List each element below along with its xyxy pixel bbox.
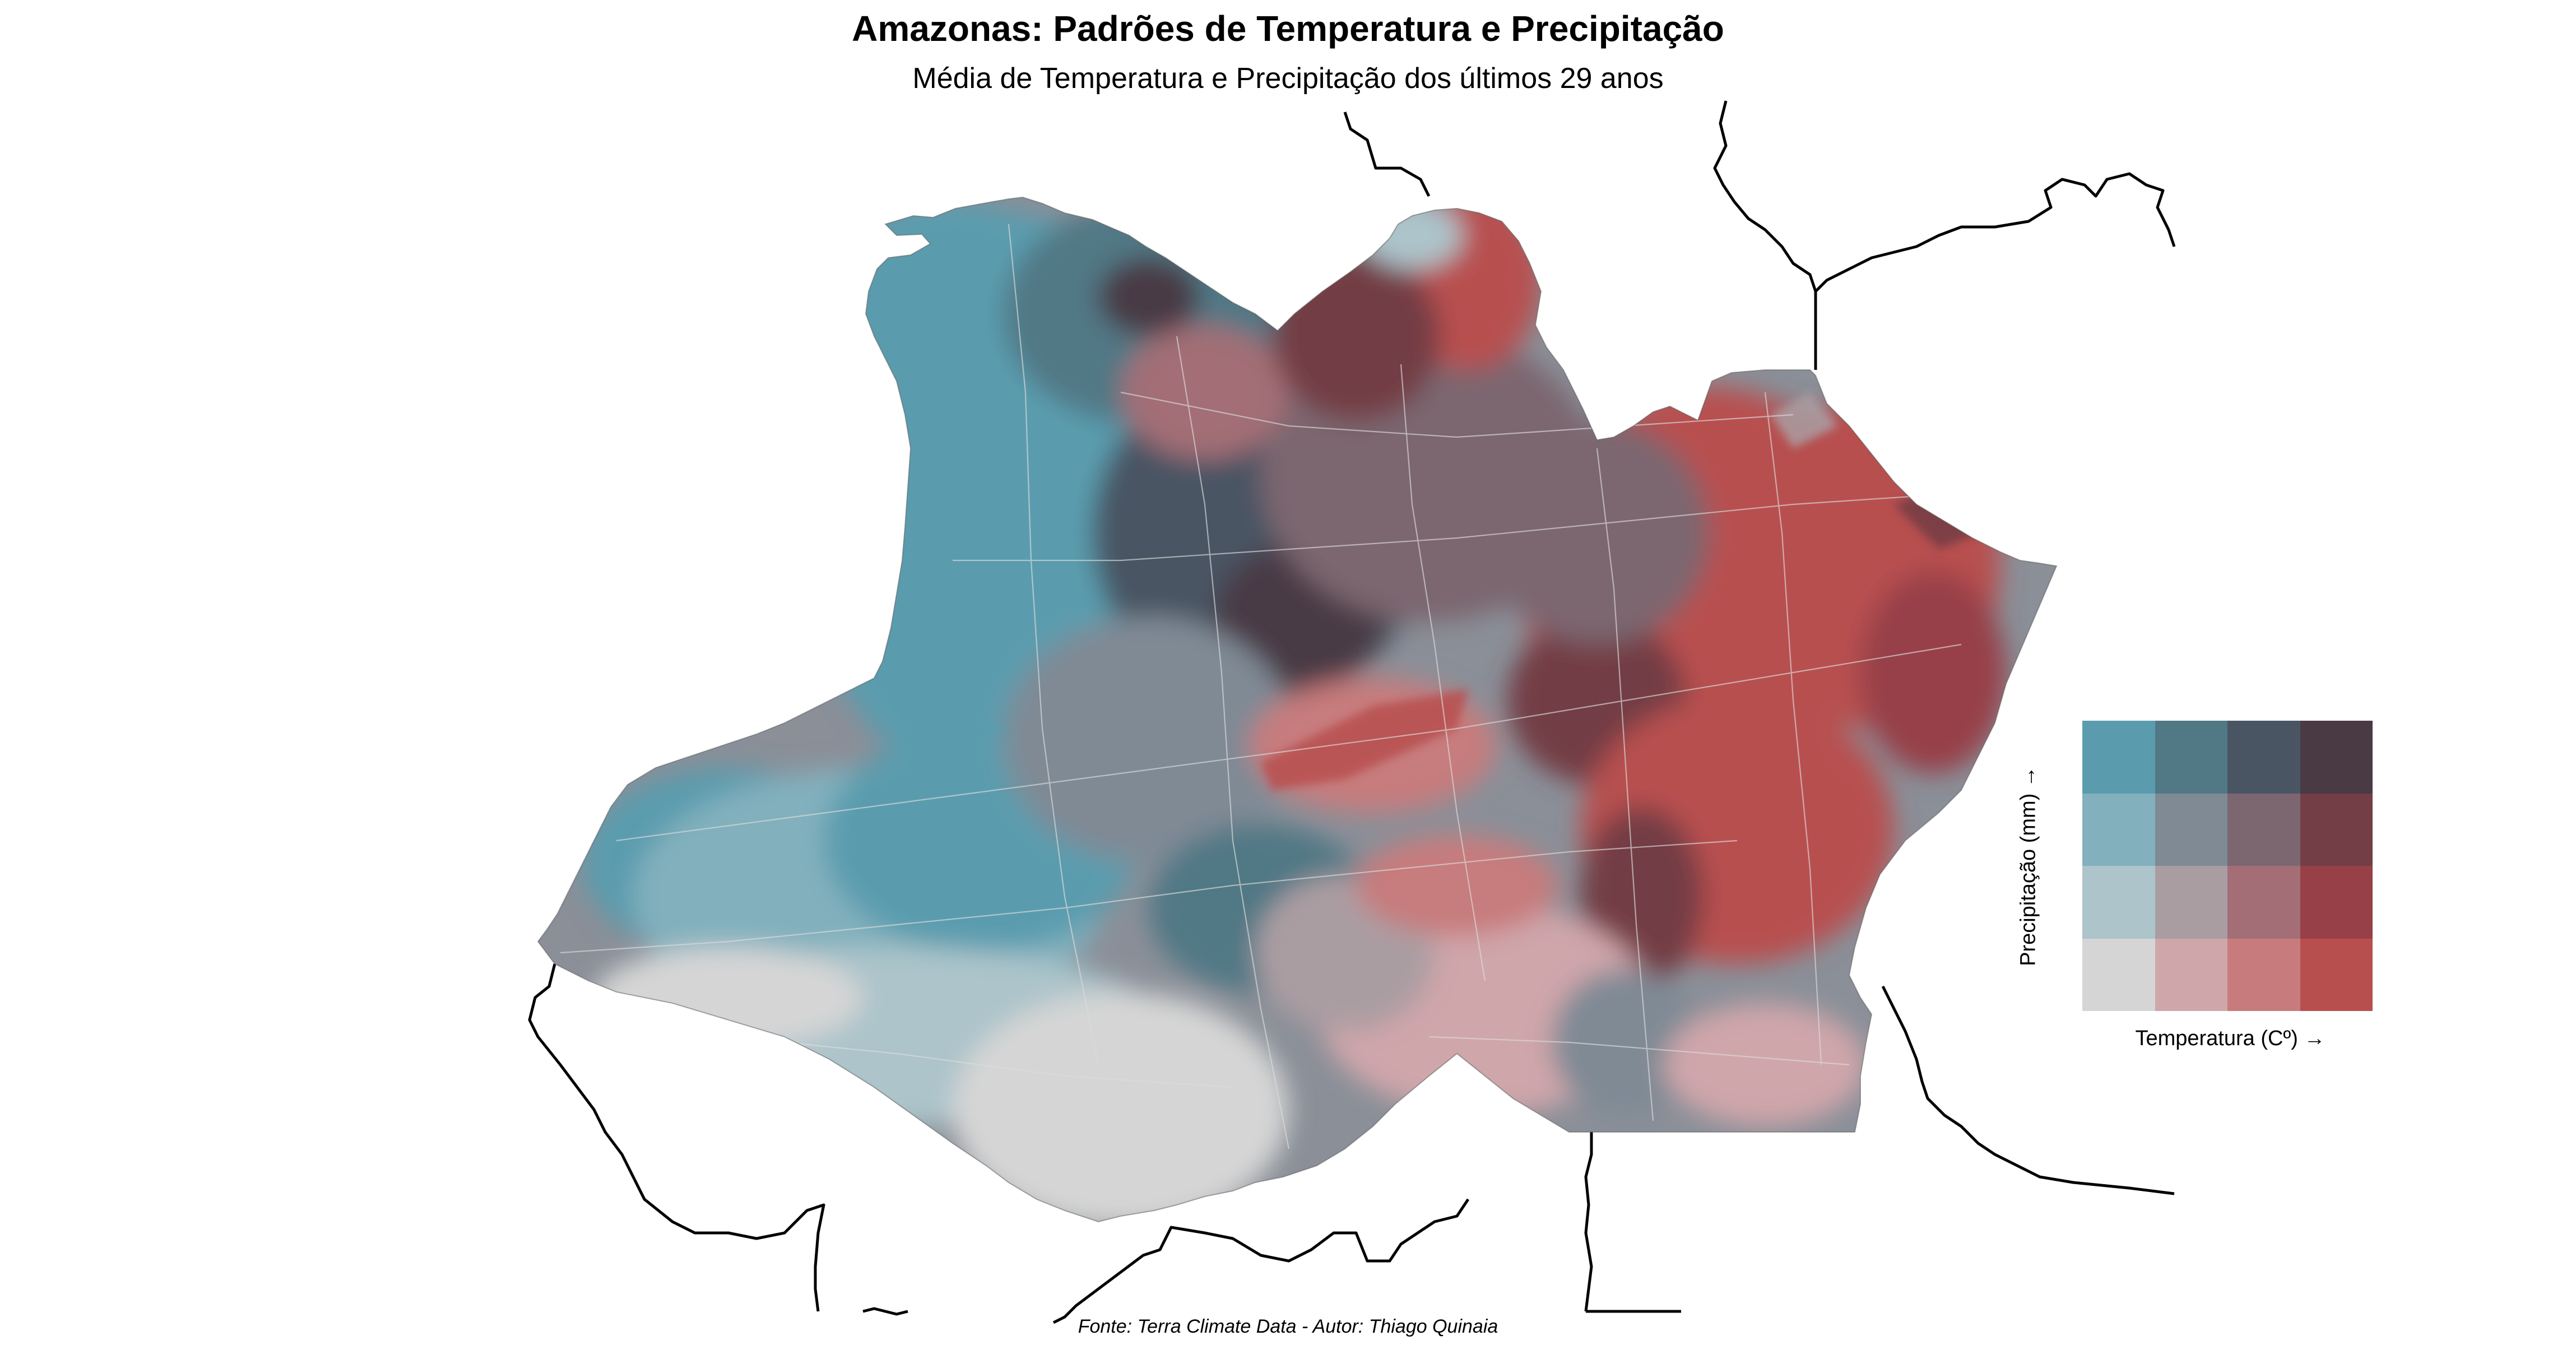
zone-east-maroon (1860, 572, 2006, 773)
streak-center-red (1261, 689, 1468, 790)
boundary-north-2 (1713, 100, 1817, 370)
legend-y-label: Precipitação (mm) → (2016, 766, 2040, 966)
legend-cell-r3-c2 (2227, 938, 2300, 1011)
state-outline (537, 196, 2058, 1223)
zone-east-mauve (1485, 420, 1709, 644)
legend-cell-r0-c1 (2155, 721, 2227, 794)
source-caption: Fonte: Terra Climate Data - Autor: Thiag… (1078, 1316, 1498, 1337)
boundary-southwest (528, 963, 825, 1312)
legend-cell-r1-c2 (2227, 793, 2300, 866)
neighbor-boundaries (528, 100, 2176, 1324)
legend-cell-r2-c3 (2300, 866, 2373, 939)
streak-teal-west (897, 712, 1009, 751)
boundary-south-2 (1052, 1198, 1470, 1324)
zone-south-palegrey (953, 992, 1289, 1222)
boundary-east-1 (1881, 985, 2175, 1195)
legend-cell-r2-c2 (2227, 866, 2300, 939)
streak-east-light (1771, 392, 1838, 448)
legend-cell-r0-c3 (2300, 721, 2373, 794)
map-subtitle: Média de Temperatura e Precipitação dos … (912, 62, 1664, 95)
legend-cell-r2-c1 (2155, 866, 2227, 939)
legend-cell-r0-c0 (2082, 721, 2155, 794)
zone-north-darkred (1272, 252, 1440, 420)
legend-cell-r1-c0 (2082, 793, 2155, 866)
boundary-bottom-left (862, 1307, 908, 1316)
map-title: Amazonas: Padrões de Temperatura e Preci… (852, 8, 1724, 49)
legend-cell-r1-c3 (2300, 793, 2373, 866)
municipal-boundaries (560, 224, 1962, 1149)
state-raster (538, 197, 2057, 1222)
zone-south-redspot (1356, 835, 1558, 936)
zone-southeast-slate (1552, 970, 1698, 1115)
legend-cell-r0-c2 (2227, 721, 2300, 794)
legend-cell-r2-c0 (2082, 866, 2155, 939)
zone-north-pale (1362, 202, 1463, 269)
bivariate-legend: Temperatura (Cº) → Precipitação (mm) → (2017, 712, 2566, 1082)
zone-southeast-pale (1664, 1003, 1866, 1126)
boundary-north-1 (1343, 112, 1431, 197)
legend-cell-r1-c1 (2155, 793, 2227, 866)
legend-grid (2082, 721, 2373, 1011)
zone-southwest-pale (594, 947, 863, 1048)
boundary-north-3 (1814, 172, 2176, 293)
legend-cell-r3-c3 (2300, 938, 2373, 1011)
boundary-south-1 (1584, 1126, 1593, 1312)
zone-northwest-dark (1098, 258, 1199, 336)
legend-cell-r3-c0 (2082, 938, 2155, 1011)
legend-x-label: Temperatura (Cº) → (2135, 1027, 2326, 1050)
legend-cell-r3-c1 (2155, 938, 2227, 1011)
zone-center-pink (1121, 325, 1289, 460)
